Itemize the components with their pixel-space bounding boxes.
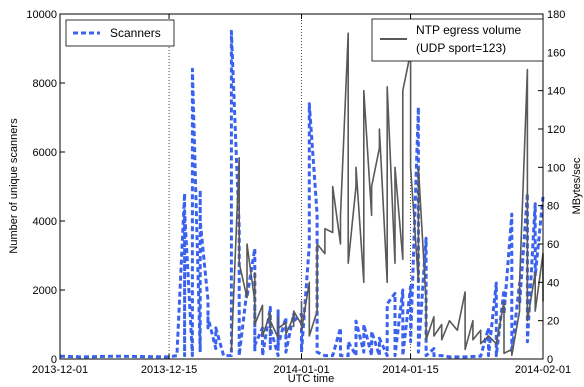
legend-ntp-label-1: NTP egress volume [416, 23, 521, 37]
x-axis-label: UTC time [288, 373, 334, 385]
y-left-tick-label: 0 [51, 354, 57, 366]
y-right-tick-label: 0 [547, 354, 553, 366]
x-tick-label: 2014-02-01 [515, 364, 571, 376]
ticks-layer: 2013-12-01 2013-12-15 2014-01-01 2014-01-15… [26, 9, 571, 376]
y-left-tick-label: 8000 [33, 78, 57, 90]
y-left-tick-label: 10000 [26, 9, 57, 21]
x-tick-label: 2013-12-01 [32, 364, 88, 376]
legend-scanners-label: Scanners [110, 26, 161, 40]
x-tick-label: 2014-01-01 [273, 364, 329, 376]
y-right-tick-label: 100 [547, 162, 565, 174]
legend-ntp-label-2: (UDP sport=123) [416, 41, 506, 55]
x-tick-label: 2013-12-15 [141, 364, 197, 376]
plot-area [168, 14, 411, 359]
y-right-tick-label: 140 [547, 86, 565, 98]
y-right-tick-label: 40 [547, 277, 559, 289]
y-left-tick-label: 2000 [33, 285, 57, 297]
legend-ntp-box [371, 18, 544, 62]
y-right-tick-label: 20 [547, 316, 559, 328]
x-tick-label: 2014-01-15 [382, 364, 438, 376]
y-right-tick-label: 80 [547, 201, 559, 213]
y-right-tick-label: 120 [547, 124, 565, 136]
y-right-axis-label: MBytes/sec [571, 157, 583, 214]
y-left-axis-label: Number of unique scanners [8, 118, 20, 254]
y-right-tick-label: 160 [547, 47, 565, 59]
y-left-tick-label: 4000 [33, 216, 57, 228]
y-right-tick-label: 60 [547, 239, 559, 251]
y-left-tick-label: 6000 [33, 147, 57, 159]
ntp-series-line [230, 32, 544, 356]
series-layer [59, 29, 545, 359]
legend-scanners: Scanners [65, 19, 175, 47]
legend-ntp: NTP egress volume (UDP sport=123) [371, 18, 544, 62]
y-right-tick-label: 180 [547, 9, 565, 21]
